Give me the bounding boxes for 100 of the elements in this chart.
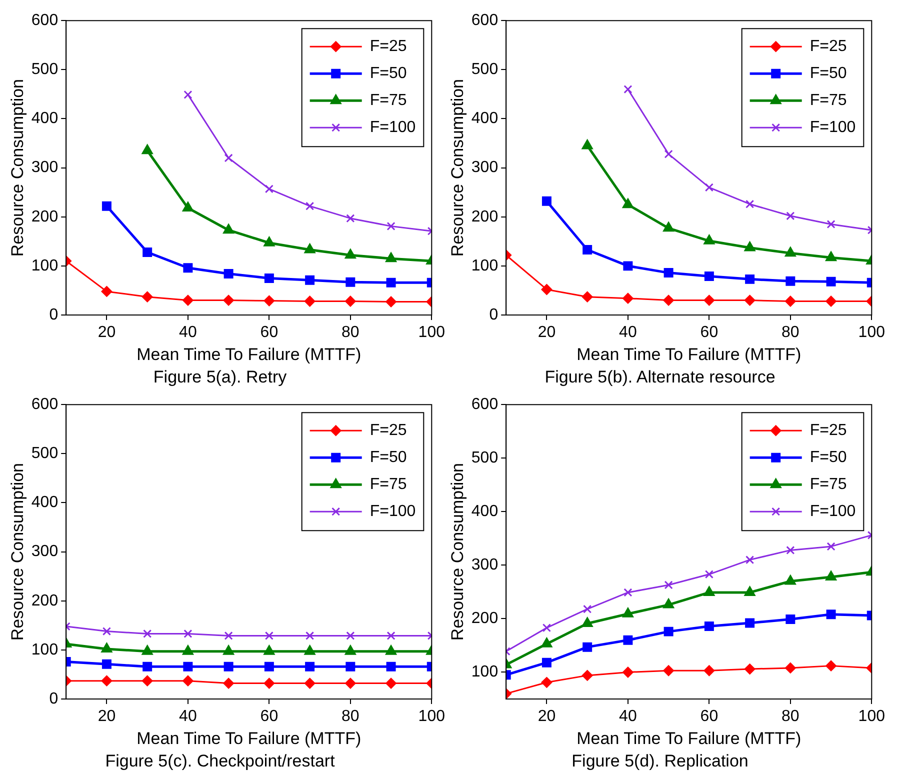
point: [264, 631, 274, 640]
legend-label: F=50: [370, 65, 407, 82]
x-tick-label: 40: [619, 324, 637, 342]
x-tick-label: 40: [179, 324, 197, 342]
y-axis-title: Resource Consumption: [448, 78, 467, 257]
point: [703, 586, 715, 596]
x-axis-title: Mean Time To Failure (MTTF): [136, 345, 362, 364]
point: [101, 286, 112, 297]
y-tick-label: 600: [31, 12, 58, 30]
point: [744, 586, 756, 596]
legend-label: F=100: [370, 503, 416, 520]
point: [184, 629, 192, 638]
point: [344, 678, 356, 689]
y-tick-label: 200: [471, 610, 498, 628]
point: [142, 662, 152, 672]
point: [826, 542, 836, 551]
legend-label: F=25: [810, 422, 847, 440]
point: [182, 644, 194, 655]
point: [264, 662, 274, 672]
x-tick-label: 100: [418, 708, 446, 726]
y-tick-label: 400: [471, 110, 498, 128]
point: [305, 662, 315, 672]
point: [385, 252, 397, 262]
point: [385, 644, 397, 655]
point: [622, 607, 634, 618]
point: [306, 202, 314, 210]
point: [223, 294, 234, 306]
point: [826, 660, 837, 672]
point: [622, 292, 634, 304]
point: [263, 644, 275, 655]
point: [662, 222, 674, 232]
point: [745, 618, 755, 628]
point: [582, 139, 594, 150]
point: [182, 294, 194, 306]
point: [663, 294, 674, 306]
x-tick-label: 60: [260, 324, 278, 342]
legend-label: F=75: [370, 476, 407, 494]
point: [786, 614, 796, 624]
point: [746, 200, 754, 208]
legend-label: F=75: [810, 92, 847, 110]
y-tick-label: 200: [471, 208, 498, 226]
legend-label: F=50: [810, 449, 847, 466]
point: [542, 658, 552, 668]
y-tick-label: 300: [31, 159, 58, 176]
point: [386, 631, 396, 640]
point: [182, 675, 194, 686]
y-axis-title: Resource Consumption: [448, 462, 467, 641]
x-tick-label: 40: [179, 708, 197, 726]
point: [623, 635, 633, 645]
point: [541, 637, 552, 648]
point: [222, 644, 234, 655]
point: [704, 570, 714, 579]
x-tick-label: 100: [858, 324, 886, 342]
point: [183, 662, 193, 672]
y-axis-title: Resource Consumption: [8, 462, 27, 641]
point: [102, 627, 111, 636]
x-tick-label: 20: [98, 708, 116, 726]
y-tick-label: 400: [31, 494, 58, 512]
point: [541, 284, 552, 295]
y-tick-label: 300: [31, 543, 58, 560]
x-tick-label: 80: [782, 708, 800, 726]
point: [744, 664, 756, 675]
point: [664, 580, 673, 590]
point: [624, 85, 632, 94]
x-tick-label: 80: [342, 708, 360, 726]
y-tick-label: 200: [31, 208, 58, 226]
y-axis-title: Resource Consumption: [8, 78, 27, 257]
point: [183, 263, 193, 273]
text: Figure 5(c). Checkpoint/restart: [105, 751, 336, 770]
point: [344, 248, 356, 259]
legend-label: F=100: [810, 119, 856, 136]
legend-label: F=100: [370, 119, 416, 136]
point: [826, 220, 836, 229]
point: [582, 642, 592, 652]
point: [222, 224, 234, 234]
legend-label: F=25: [810, 38, 847, 56]
point: [263, 236, 275, 246]
point: [264, 184, 274, 194]
point: [344, 296, 356, 307]
y-tick-label: 100: [31, 257, 58, 274]
point: [703, 234, 715, 244]
legend-label: F=75: [370, 92, 407, 110]
legend-label: F=100: [810, 503, 856, 520]
point: [182, 202, 194, 212]
y-tick-label: 0: [489, 306, 498, 324]
point: [386, 278, 396, 288]
point: [745, 274, 755, 284]
point: [825, 251, 837, 262]
point: [224, 154, 233, 162]
point: [306, 631, 314, 640]
point: [224, 662, 234, 672]
point: [223, 678, 234, 689]
point: [704, 621, 714, 631]
point: [101, 675, 112, 686]
point: [386, 662, 396, 672]
point: [784, 662, 796, 674]
legend-label: F=50: [810, 65, 847, 82]
x-tick-label: 60: [260, 708, 278, 726]
x-axis-title: Mean Time To Failure (MTTF): [576, 729, 802, 748]
point: [386, 222, 396, 230]
